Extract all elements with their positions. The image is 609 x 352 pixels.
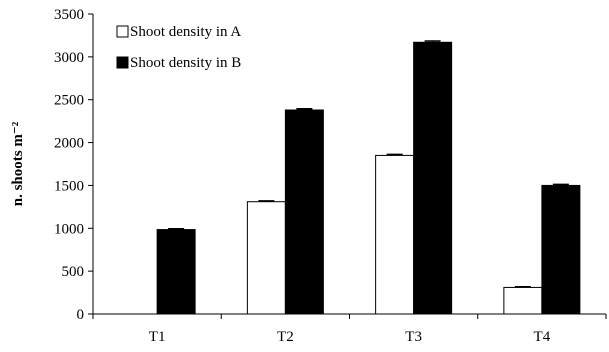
x-tick-label: T1 xyxy=(149,329,166,345)
y-tick-label: 1500 xyxy=(54,178,84,194)
bar-a-t4 xyxy=(503,286,543,315)
y-axis: 0 500 1000 1500 2000 2500 3000 3500 xyxy=(54,7,94,323)
y-tick-label: 2500 xyxy=(54,93,84,109)
legend-swatch-a xyxy=(116,25,129,38)
bar-a-t3 xyxy=(375,154,415,315)
y-tick-label: 1000 xyxy=(54,221,84,237)
y-tick-label: 0 xyxy=(77,307,85,323)
x-axis: T1 T2 T3 T4 xyxy=(92,313,607,345)
bars xyxy=(156,40,581,315)
y-tick-label: 500 xyxy=(62,264,85,280)
y-tick-label: 3500 xyxy=(54,7,84,23)
x-tick-label: T3 xyxy=(405,329,422,345)
bar-a-t2 xyxy=(246,201,286,315)
bar-b-t2 xyxy=(284,109,324,315)
y-tick-label: 3000 xyxy=(54,50,84,66)
bar-b-t1 xyxy=(156,229,196,315)
bar-b-t3 xyxy=(413,41,453,315)
legend-label-b: Shoot density in B xyxy=(130,55,241,71)
legend-swatch-b xyxy=(116,56,129,69)
y-tick-label: 2000 xyxy=(54,136,84,152)
legend: Shoot density in A Shoot density in B xyxy=(116,24,241,71)
legend-label-a: Shoot density in A xyxy=(130,24,241,40)
x-tick-label: T4 xyxy=(534,329,551,345)
x-tick-label: T2 xyxy=(277,329,294,345)
bar-b-t4 xyxy=(541,184,581,315)
y-axis-title: n. shoots m⁻² xyxy=(10,121,26,206)
